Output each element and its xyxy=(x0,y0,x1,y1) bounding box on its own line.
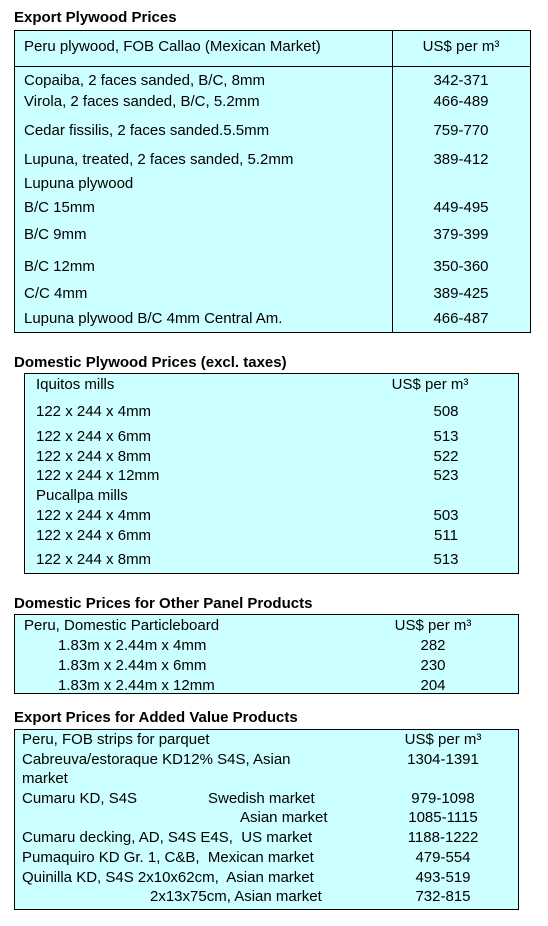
section-title: Domestic Plywood Prices (excl. taxes) xyxy=(14,354,287,371)
header: US$ per m³ xyxy=(394,617,472,634)
header: Iquitos mills xyxy=(36,376,115,393)
section-title: Export Prices for Added Value Products xyxy=(14,709,298,726)
row-value: 204 xyxy=(420,677,446,694)
row-label: B/C 9mm xyxy=(24,226,87,243)
row-market: Swedish market xyxy=(208,790,315,807)
table xyxy=(24,373,519,574)
header: US$ per m³ xyxy=(404,731,482,748)
row-label: Virola, 2 faces sanded, B/C, 5.2mm xyxy=(24,93,260,110)
row-label: Cabreuva/estoraque KD12% S4S, Asian xyxy=(22,751,291,768)
row-label: B/C 15mm xyxy=(24,199,95,216)
row-market: 2x13x75cm, Asian market xyxy=(150,888,322,905)
row-value: 1304-1391 xyxy=(407,751,479,768)
header: US$ per m³ xyxy=(422,38,500,55)
table xyxy=(14,614,519,694)
row-label: Cumaru KD, S4S xyxy=(22,790,138,807)
row-label: Cedar fissilis, 2 faces sanded.5.5mm xyxy=(24,122,270,139)
row-value: 979-1098 xyxy=(411,790,475,807)
row-label: 1.83m x 2.44m x 6mm xyxy=(58,657,207,674)
row-value: 513 xyxy=(433,551,459,568)
row-value: 522 xyxy=(433,448,459,465)
row-value: 389-425 xyxy=(433,285,489,302)
row-label: 122 x 244 x 4mm xyxy=(36,507,152,524)
header: US$ per m³ xyxy=(391,376,469,393)
row-value: 508 xyxy=(433,403,459,420)
row-value: 466-487 xyxy=(433,310,489,327)
row-label: B/C 12mm xyxy=(24,258,95,275)
row-value: 523 xyxy=(433,467,459,484)
row-value: 282 xyxy=(420,637,446,654)
section-title: Export Plywood Prices xyxy=(14,9,177,26)
rule xyxy=(392,30,393,333)
table xyxy=(14,30,531,333)
row-value: 350-360 xyxy=(433,258,489,275)
row-value: 1188-1222 xyxy=(407,829,479,846)
row-label: 122 x 244 x 8mm xyxy=(36,551,152,568)
header: Peru, FOB strips for parquet xyxy=(22,731,210,748)
row-value: 513 xyxy=(433,428,459,445)
row-label: market xyxy=(22,770,68,787)
row-value: 479-554 xyxy=(415,849,471,866)
row-value: 379-399 xyxy=(433,226,489,243)
row-label: 122 x 244 x 6mm xyxy=(36,527,152,544)
rule xyxy=(14,66,531,67)
row-label: Pumaquiro KD Gr. 1, C&B, Mexican market xyxy=(22,849,314,866)
row-label: 1.83m x 2.44m x 12mm xyxy=(58,677,215,694)
row-label: 122 x 244 x 6mm xyxy=(36,428,152,445)
row-value: 342-371 xyxy=(433,72,489,89)
row-value: 466-489 xyxy=(433,93,489,110)
row-value: 230 xyxy=(420,657,446,674)
row-value: 449-495 xyxy=(433,199,489,216)
header: Peru, Domestic Particleboard xyxy=(24,617,220,634)
header: Peru plywood, FOB Callao (Mexican Market… xyxy=(24,38,321,55)
row-label: C/C 4mm xyxy=(24,285,88,302)
row-value: 503 xyxy=(433,507,459,524)
row-value: 732-815 xyxy=(415,888,471,905)
table xyxy=(14,729,519,910)
row-label: 122 x 244 x 8mm xyxy=(36,448,152,465)
row-value: 759-770 xyxy=(433,122,489,139)
row-label: 1.83m x 2.44m x 4mm xyxy=(58,637,207,654)
row-label: Lupuna plywood B/C 4mm Central Am. xyxy=(24,310,283,327)
row-label: Pucallpa mills xyxy=(36,487,128,504)
row-value: 1085-1115 xyxy=(408,809,478,826)
row-label: Lupuna plywood xyxy=(24,175,134,192)
row-value: 493-519 xyxy=(415,869,471,886)
section-title: Domestic Prices for Other Panel Products xyxy=(14,595,313,612)
row-label: 122 x 244 x 12mm xyxy=(36,467,160,484)
row-label: Cumaru decking, AD, S4S E4S, US market xyxy=(22,829,313,846)
row-label: Quinilla KD, S4S 2x10x62cm, Asian market xyxy=(22,869,314,886)
row-value: 389-412 xyxy=(433,151,489,168)
row-label: Lupuna, treated, 2 faces sanded, 5.2mm xyxy=(24,151,294,168)
row-value: 511 xyxy=(434,527,458,544)
row-label: 122 x 244 x 4mm xyxy=(36,403,152,420)
row-market: Asian market xyxy=(240,809,328,826)
row-label: Copaiba, 2 faces sanded, B/C, 8mm xyxy=(24,72,265,89)
